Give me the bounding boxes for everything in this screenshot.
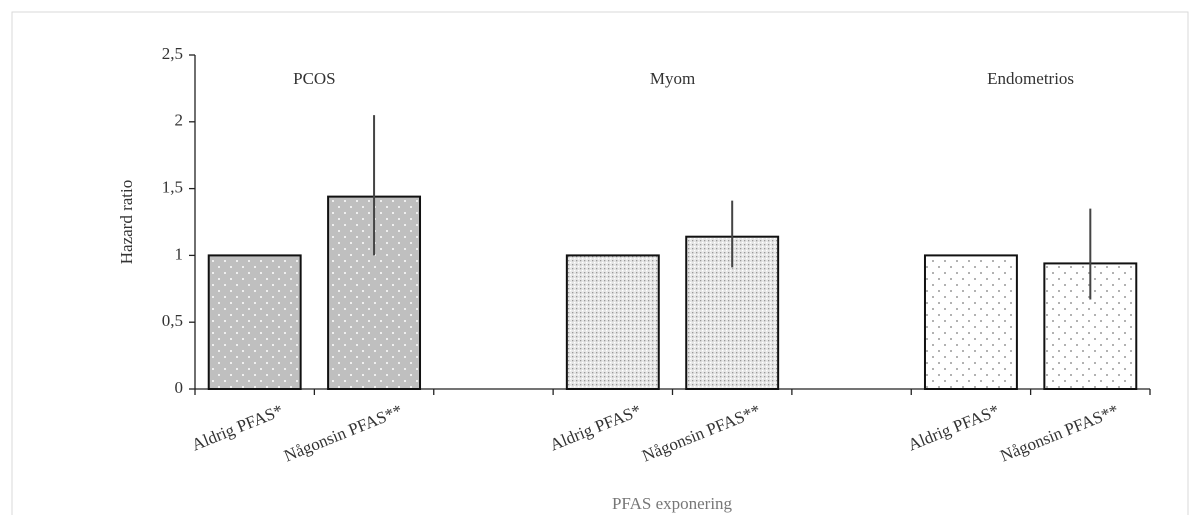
x-axis-label: PFAS exponering bbox=[612, 494, 733, 513]
y-tick-label: 0,5 bbox=[162, 311, 183, 330]
y-tick-label: 2 bbox=[175, 111, 184, 130]
y-tick-label: 0 bbox=[175, 378, 184, 397]
frame bbox=[11, 11, 1189, 515]
bar bbox=[565, 254, 660, 390]
x-tick-label: Aldrig PFAS* bbox=[905, 401, 1002, 455]
bar bbox=[207, 254, 302, 390]
x-tick-label: Någonsin PFAS** bbox=[639, 401, 763, 466]
group-label: Endometrios bbox=[987, 69, 1074, 88]
y-tick-label: 1 bbox=[175, 244, 184, 263]
x-tick-label: Någonsin PFAS** bbox=[998, 401, 1122, 466]
x-tick-label: Aldrig PFAS* bbox=[547, 401, 644, 455]
y-tick-label: 1,5 bbox=[162, 178, 183, 197]
x-tick-label: Någonsin PFAS** bbox=[281, 401, 405, 466]
y-tick-label: 2,5 bbox=[162, 44, 183, 63]
bar bbox=[923, 254, 1018, 390]
group-label: Myom bbox=[650, 69, 695, 88]
group-label: PCOS bbox=[293, 69, 336, 88]
y-axis-label: Hazard ratio bbox=[117, 180, 136, 264]
x-tick-label: Aldrig PFAS* bbox=[189, 401, 286, 455]
